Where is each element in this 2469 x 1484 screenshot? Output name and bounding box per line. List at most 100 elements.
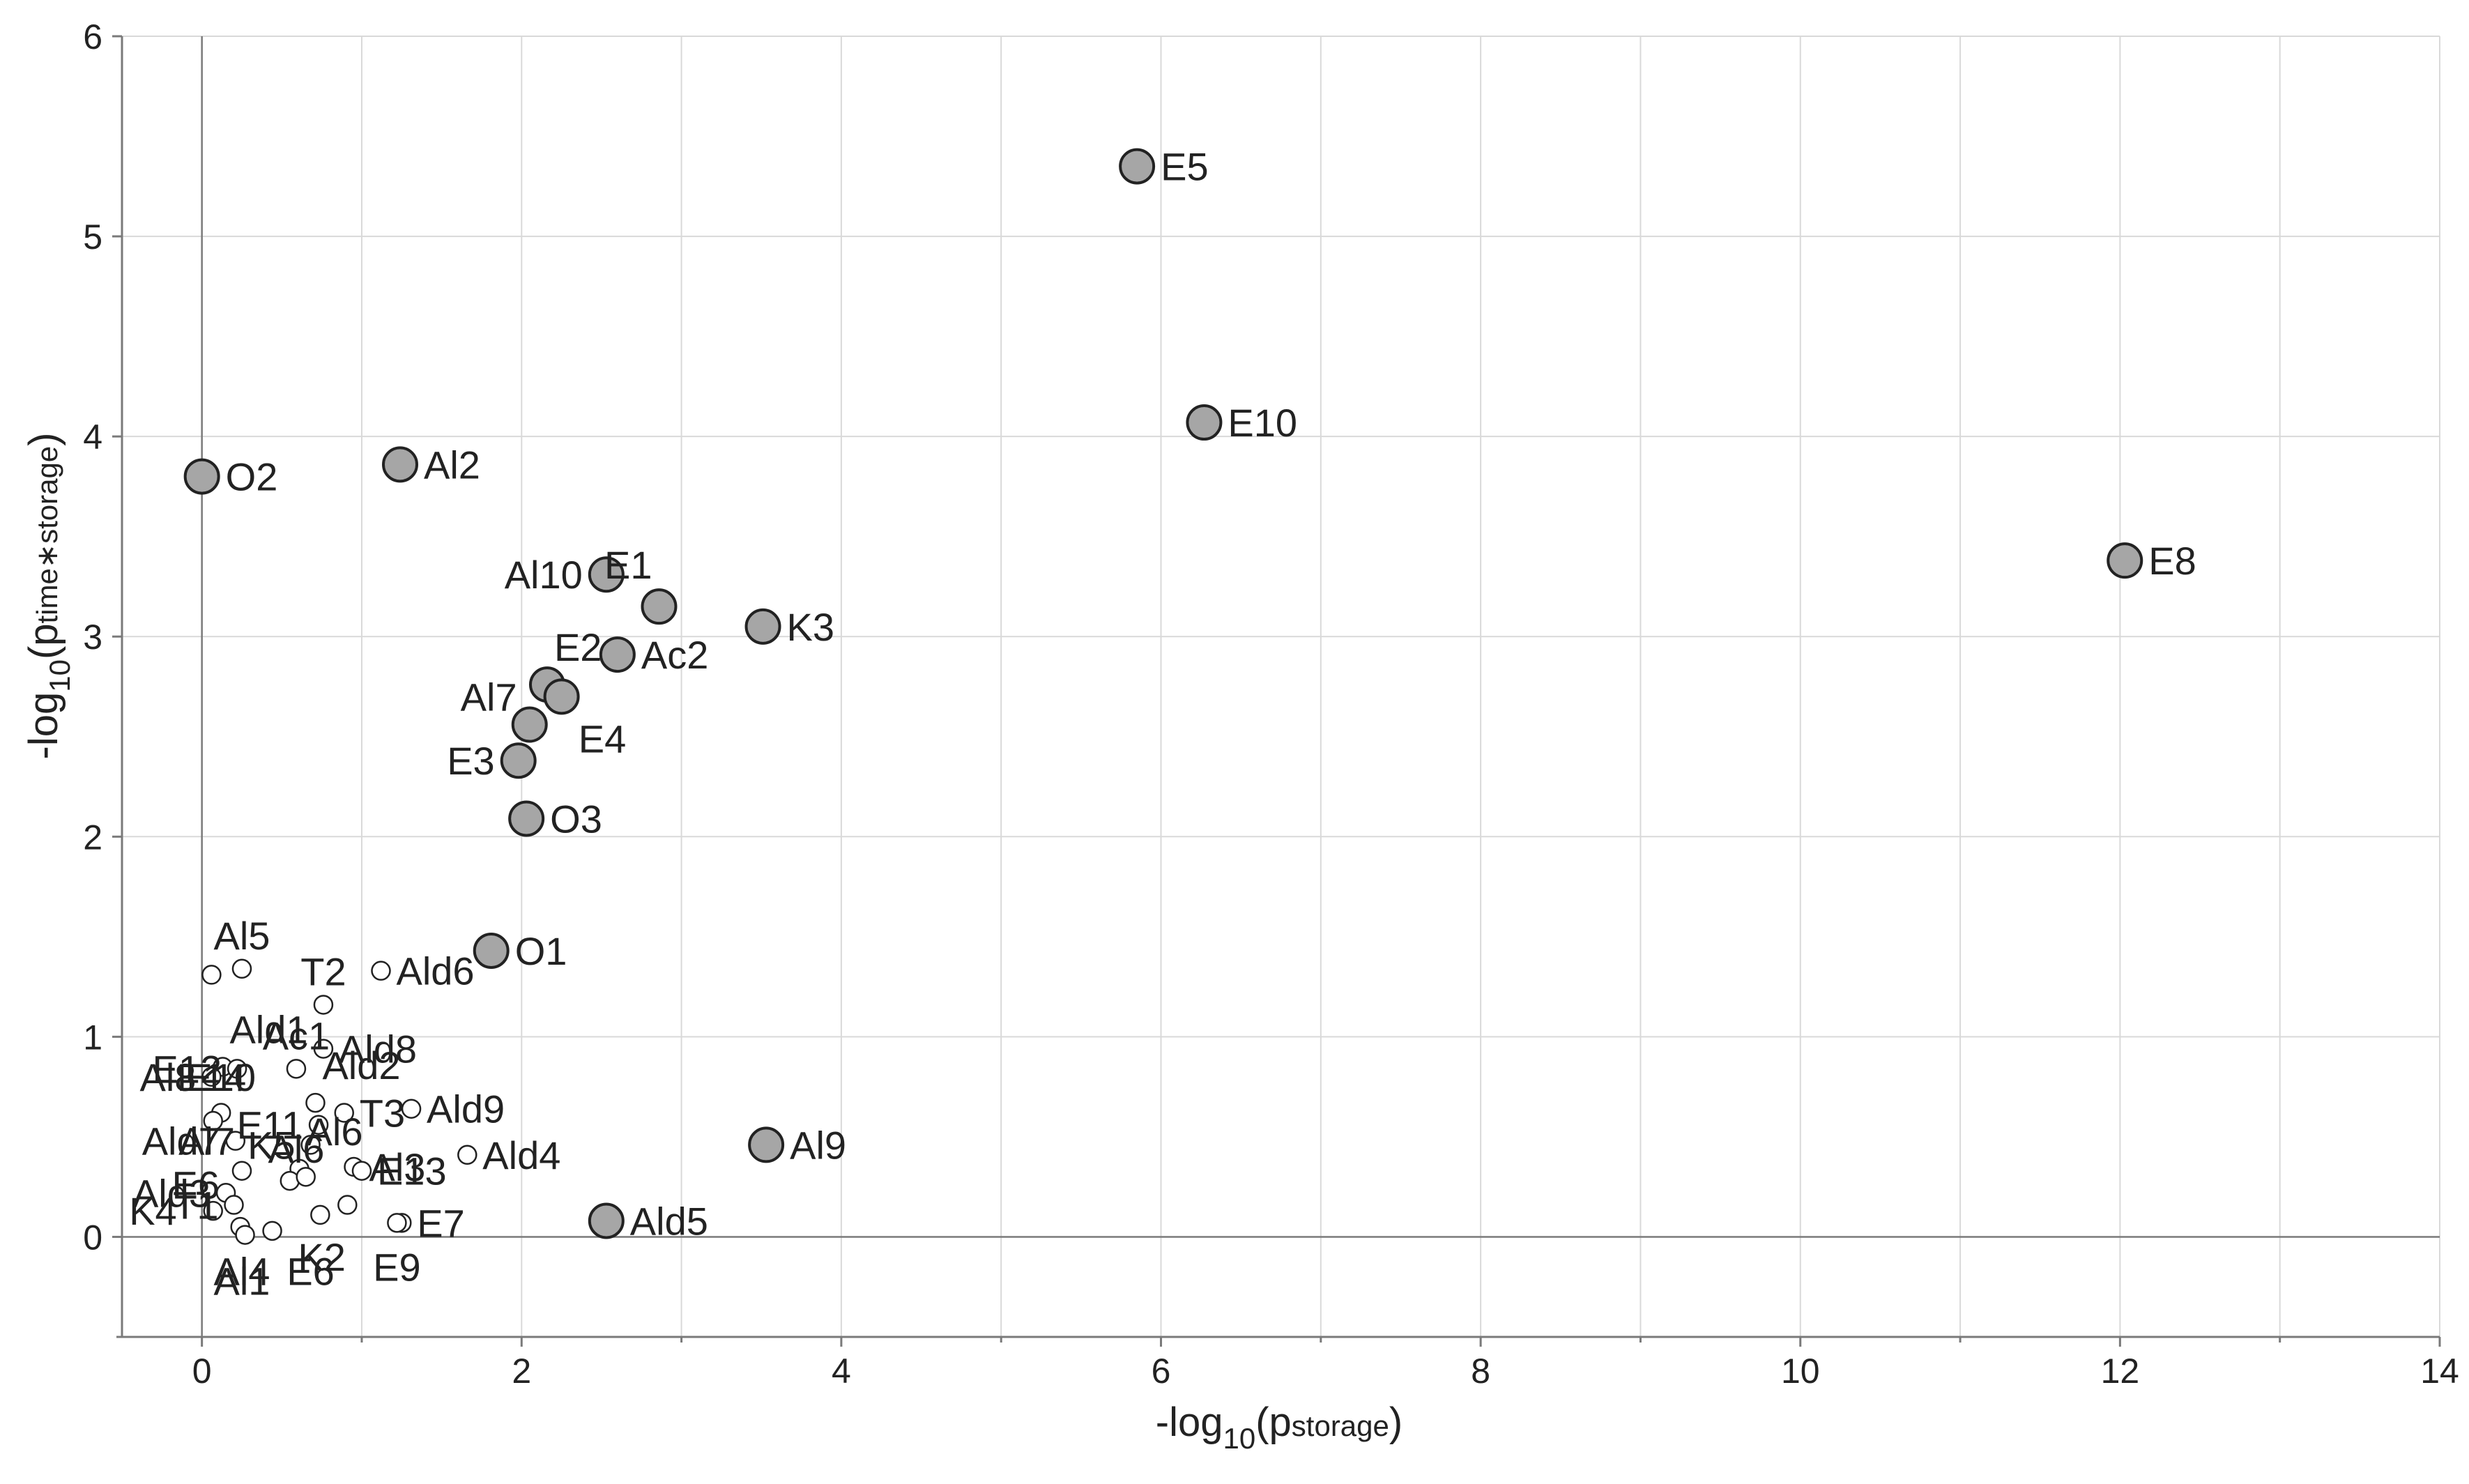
point-labels: E5 E10 E8 O2 Al2 Al10 E1 K3 Ac2 E2 Al7 E4 E3 O3 O1 Al9 A… (129, 145, 2196, 1303)
y-tick-label: 6 (83, 17, 102, 56)
point (334, 1103, 354, 1123)
point-label: Al7 (461, 675, 517, 719)
point-label: E10 (1228, 401, 1297, 445)
point (201, 965, 222, 985)
x-tick-label: 14 (2420, 1352, 2459, 1391)
point-label: E12 (152, 1047, 222, 1091)
point-label: Al4 (214, 1249, 270, 1293)
point-label: T3 (360, 1091, 405, 1135)
point-label: E5 (1161, 145, 1209, 189)
point (235, 1225, 255, 1245)
point-label: Al9 (790, 1123, 846, 1167)
significant-point (744, 608, 781, 645)
point-label: Al6 (268, 1127, 324, 1171)
point (305, 1092, 326, 1113)
point (313, 995, 334, 1015)
point-label: E6 (286, 1249, 335, 1293)
point (203, 1110, 223, 1131)
point (308, 1115, 329, 1135)
point-label: Ald4 (482, 1133, 560, 1177)
x-tick-label: 10 (1781, 1352, 1820, 1391)
significant-point (183, 458, 220, 495)
point (387, 1213, 407, 1233)
point-label: K4 (129, 1189, 177, 1233)
y-axis-title-sub: time∗storage (31, 446, 63, 624)
point (313, 1039, 334, 1059)
point-label: O2 (226, 455, 278, 499)
point-label: E3 (447, 739, 495, 783)
point-label: K2 (298, 1235, 346, 1279)
point-label: E7 (417, 1201, 465, 1245)
point-label: E9 (373, 1246, 421, 1290)
point (227, 1059, 247, 1079)
point (371, 961, 391, 981)
x-tick-label: 2 (512, 1352, 531, 1391)
point (310, 1204, 330, 1225)
point-label: Ald8 (339, 1027, 417, 1071)
point (401, 1099, 422, 1119)
y-axis-title: -log10(ptime∗storage) (21, 433, 76, 760)
x-axis-title-close: ) (1389, 1400, 1402, 1445)
point (286, 1059, 307, 1079)
axes (112, 35, 2441, 1347)
point-label: Al5 (214, 914, 270, 958)
significant-point (473, 932, 510, 969)
x-tick-label: 8 (1471, 1352, 1490, 1391)
point-label: E13 (377, 1149, 447, 1193)
data-points (183, 148, 2143, 1245)
significant-point (748, 1126, 785, 1163)
point-label: E6 (171, 1163, 220, 1207)
significant-point (500, 742, 537, 779)
y-axis-title-open: (p (21, 623, 66, 659)
x-tick-label: 4 (832, 1352, 851, 1391)
point-label: Al8 (139, 1055, 196, 1099)
point-label: Al7 (178, 1119, 235, 1163)
point (225, 1131, 246, 1151)
point-label: Ald6 (396, 949, 474, 993)
point-label: Al1 (214, 1260, 270, 1303)
point-label: K3 (787, 605, 835, 649)
y-tick-label: 5 (83, 217, 102, 257)
significant-point (641, 588, 678, 625)
point-label: Al3 (369, 1145, 426, 1189)
point-label: Ac2 (641, 633, 709, 677)
x-tick-label: 6 (1152, 1352, 1171, 1391)
point-label: E8 (2148, 539, 2196, 583)
point-label: Ald9 (427, 1087, 505, 1131)
gridlines (122, 36, 2440, 1337)
point-label: E10 (186, 1055, 256, 1099)
x-axis-title-base: 10 (1223, 1422, 1256, 1455)
y-tick-label: 1 (83, 1018, 102, 1057)
significant-point (588, 1202, 625, 1239)
point (203, 1200, 223, 1221)
point (337, 1195, 358, 1215)
point (457, 1145, 477, 1165)
y-tick-label: 3 (83, 618, 102, 657)
significant-point (588, 556, 625, 593)
point-label: Ac1 (263, 1013, 330, 1057)
point-label: Ald1 (229, 1007, 307, 1051)
point-label: O3 (550, 797, 602, 841)
significant-point (1119, 148, 1156, 185)
point-label: E1 (604, 543, 652, 587)
significant-point (1186, 404, 1223, 441)
x-axis-title-open: (p (1255, 1400, 1292, 1445)
point (300, 1135, 321, 1155)
y-tick-label: 4 (83, 418, 102, 457)
x-tick-label: 12 (2101, 1352, 2140, 1391)
significant-point (508, 800, 545, 837)
point-label: Ald7 (142, 1119, 220, 1163)
significant-point (382, 446, 418, 483)
point (262, 1221, 282, 1241)
point (296, 1167, 316, 1187)
point-label: E14 (177, 1055, 247, 1099)
point-label: Al2 (424, 443, 480, 487)
significant-point (543, 678, 580, 715)
point-label: E2 (554, 625, 602, 669)
significant-point (511, 706, 548, 743)
x-axis-title-sub: storage (1292, 1409, 1389, 1442)
x-axis-title: -log10(pstorage) (1156, 1400, 1402, 1455)
point-label: E4 (579, 717, 627, 761)
